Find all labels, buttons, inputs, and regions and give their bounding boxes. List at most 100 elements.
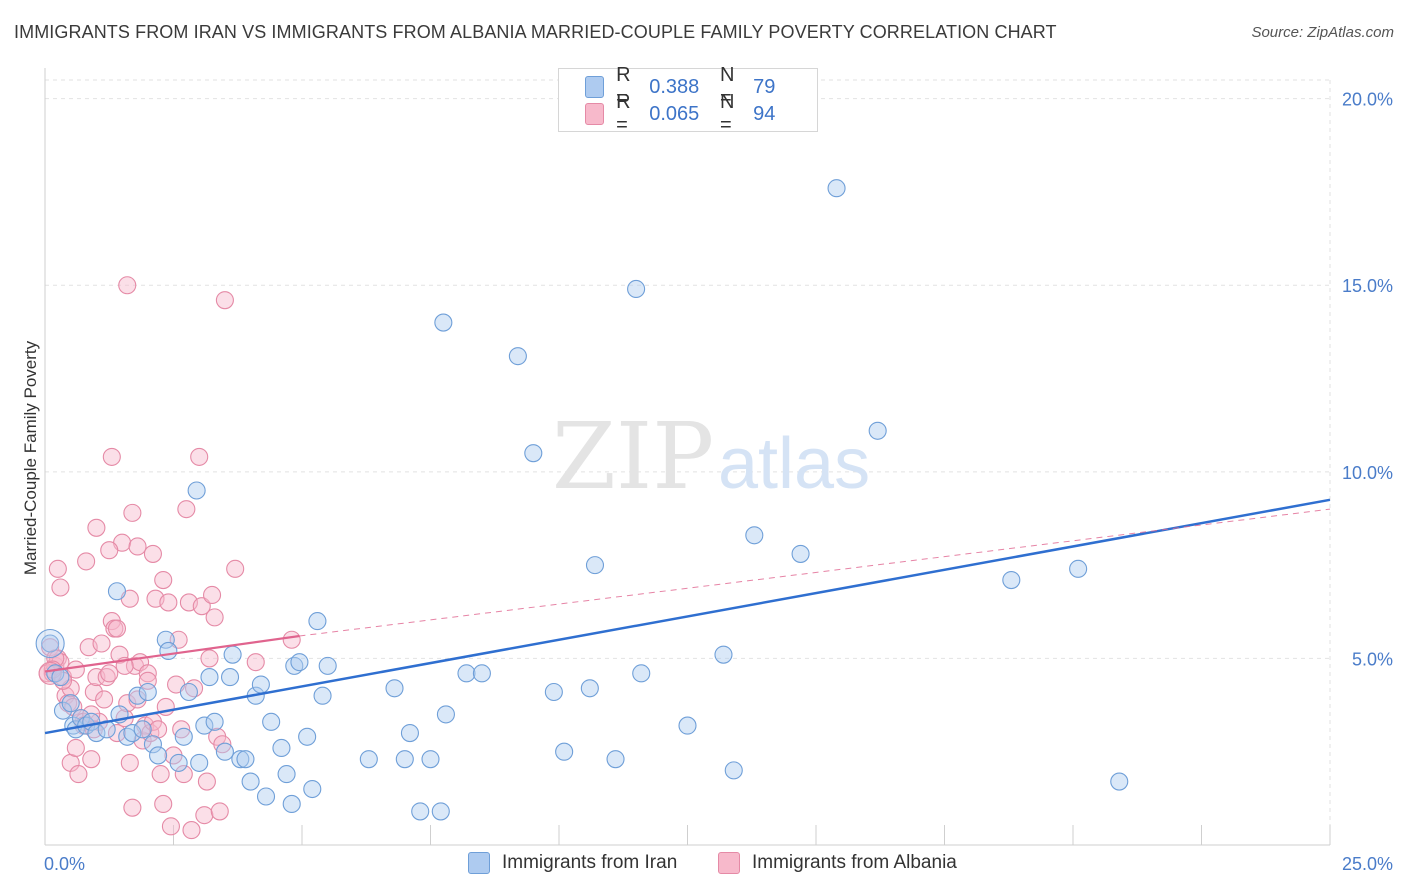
albania-point bbox=[100, 541, 119, 560]
iran-point bbox=[1069, 559, 1088, 578]
albania-point bbox=[82, 705, 101, 724]
iran-point bbox=[585, 556, 605, 575]
y-axis-label: Married-Couple Family Poverty bbox=[21, 340, 40, 575]
legend-n-value: 94 bbox=[753, 102, 776, 125]
albania-point bbox=[143, 544, 162, 563]
iran-point bbox=[313, 686, 332, 705]
iran-point bbox=[277, 765, 296, 784]
iran-point bbox=[231, 750, 250, 769]
iran-point bbox=[308, 612, 327, 631]
axes bbox=[44, 68, 1331, 846]
albania-point bbox=[69, 765, 88, 784]
albania-point bbox=[66, 660, 85, 679]
iran-point bbox=[714, 645, 733, 664]
albania-point bbox=[84, 682, 103, 702]
series-legend: Immigrants from Iran Immigrants from Alb… bbox=[0, 852, 1406, 878]
iran-point bbox=[868, 421, 887, 440]
albania-point bbox=[120, 753, 139, 772]
iran-point bbox=[138, 682, 157, 702]
y-tick-label: 10.0% bbox=[1342, 463, 1393, 483]
iran-point bbox=[1002, 570, 1021, 590]
albania-point bbox=[82, 750, 101, 769]
iran-point bbox=[123, 723, 142, 743]
albania-swatch bbox=[585, 103, 605, 125]
iran-point bbox=[156, 630, 175, 649]
albania-point bbox=[154, 794, 173, 814]
albania-point bbox=[182, 821, 201, 840]
iran-point bbox=[205, 712, 224, 731]
iran-point bbox=[580, 679, 599, 698]
iran-point bbox=[128, 686, 147, 705]
albania-point bbox=[226, 559, 245, 578]
albania-point bbox=[192, 597, 211, 616]
albania-point bbox=[210, 802, 229, 821]
albania-point bbox=[203, 585, 222, 605]
albania-point bbox=[246, 653, 265, 672]
legend-item-iran: Immigrants from Iran bbox=[468, 852, 677, 874]
albania-point bbox=[159, 593, 178, 612]
legend-r-label: R = bbox=[616, 64, 631, 109]
iran-point bbox=[200, 668, 219, 687]
tick-labels: 5.0% 10.0% 15.0% 20.0% 0.0% 25.0% bbox=[44, 90, 1393, 874]
iran-swatch bbox=[585, 76, 605, 98]
albania-point bbox=[100, 664, 119, 683]
iran-points bbox=[35, 179, 1129, 821]
albania-trend-line-dashed bbox=[299, 508, 1331, 637]
iran-point bbox=[395, 750, 414, 769]
albania-point bbox=[282, 630, 301, 649]
albania-point bbox=[92, 634, 111, 653]
iran-point bbox=[195, 716, 214, 735]
albania-trend-line bbox=[44, 634, 300, 673]
y-tick-label: 20.0% bbox=[1342, 90, 1393, 110]
x-tick-label: 25.0% bbox=[1342, 854, 1393, 874]
albania-point bbox=[205, 608, 224, 627]
albania-point bbox=[107, 723, 127, 743]
albania-point bbox=[138, 664, 157, 683]
legend-r-value: 0.065 bbox=[649, 102, 700, 125]
iran-point bbox=[508, 347, 527, 366]
iran-point bbox=[190, 753, 209, 772]
iran-point bbox=[359, 750, 378, 769]
albania-point-large bbox=[38, 661, 62, 685]
legend-r-label: R = bbox=[616, 91, 631, 136]
iran-point bbox=[290, 653, 309, 672]
iran-point bbox=[678, 716, 697, 735]
watermark: ZIP atlas bbox=[552, 403, 870, 510]
watermark-zip: ZIP bbox=[552, 403, 714, 510]
legend-row-albania: R = 0.065 N = 94 bbox=[585, 91, 820, 136]
albania-point bbox=[87, 518, 106, 537]
iran-point bbox=[745, 526, 764, 545]
iran-point bbox=[436, 705, 455, 724]
iran-point bbox=[627, 279, 646, 299]
iran-point bbox=[472, 664, 491, 683]
legend-n-label: N = bbox=[720, 91, 735, 136]
y-tick-label: 15.0% bbox=[1342, 276, 1393, 296]
albania-point bbox=[102, 447, 121, 466]
iran-point bbox=[303, 779, 322, 799]
albania-point bbox=[213, 735, 232, 754]
albania-point bbox=[215, 291, 234, 310]
iran-point bbox=[107, 582, 127, 601]
iran-point bbox=[827, 179, 846, 198]
iran-point bbox=[223, 645, 242, 664]
iran-point bbox=[149, 746, 168, 765]
iran-point bbox=[159, 641, 178, 661]
albania-point bbox=[195, 806, 214, 825]
iran-point bbox=[385, 679, 404, 698]
legend-row-iran: R = 0.388 N = 79 bbox=[585, 64, 820, 109]
legend-n-label: N = bbox=[720, 64, 735, 109]
iran-point bbox=[724, 761, 743, 780]
legend-item-albania: Immigrants from Albania bbox=[718, 852, 957, 874]
iran-legend-swatch bbox=[468, 852, 490, 874]
iran-point bbox=[256, 787, 276, 806]
albania-point bbox=[95, 690, 114, 709]
albania-point bbox=[51, 578, 70, 597]
iran-point bbox=[1110, 772, 1129, 791]
stats-legend: R = 0.388 N = 79 R = 0.065 N = 94 bbox=[558, 64, 820, 136]
iran-point bbox=[282, 794, 301, 814]
iran-point bbox=[318, 656, 337, 675]
iran-point bbox=[41, 634, 60, 653]
iran-point bbox=[236, 750, 255, 769]
albania-point bbox=[77, 552, 96, 571]
